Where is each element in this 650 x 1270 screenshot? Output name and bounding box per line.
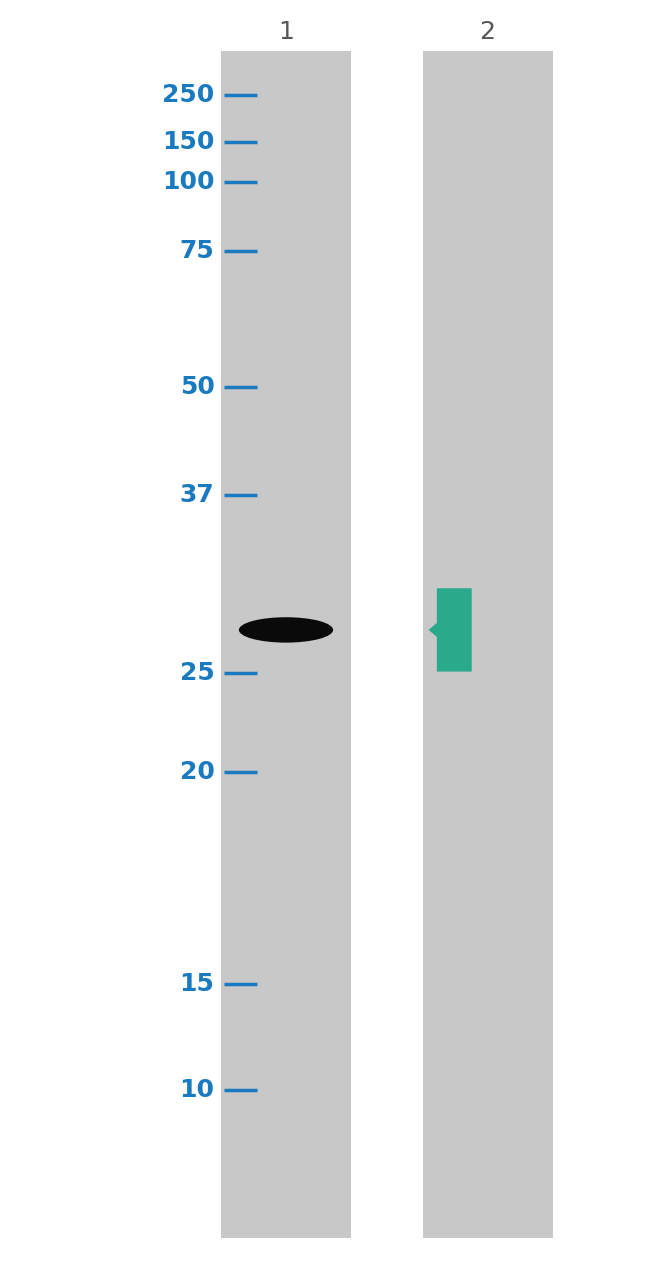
- Ellipse shape: [239, 617, 333, 643]
- Text: 50: 50: [179, 376, 214, 399]
- Text: 1: 1: [278, 20, 294, 43]
- Text: 75: 75: [180, 240, 214, 263]
- Text: 150: 150: [162, 131, 214, 154]
- Bar: [221, 51, 351, 1238]
- Text: 100: 100: [162, 170, 214, 193]
- Text: 250: 250: [162, 84, 214, 107]
- Text: 10: 10: [179, 1078, 214, 1101]
- Text: 15: 15: [179, 973, 214, 996]
- Bar: [422, 51, 552, 1238]
- Text: 2: 2: [480, 20, 495, 43]
- Text: 20: 20: [179, 761, 214, 784]
- Text: 37: 37: [180, 484, 214, 507]
- Text: 25: 25: [180, 662, 214, 685]
